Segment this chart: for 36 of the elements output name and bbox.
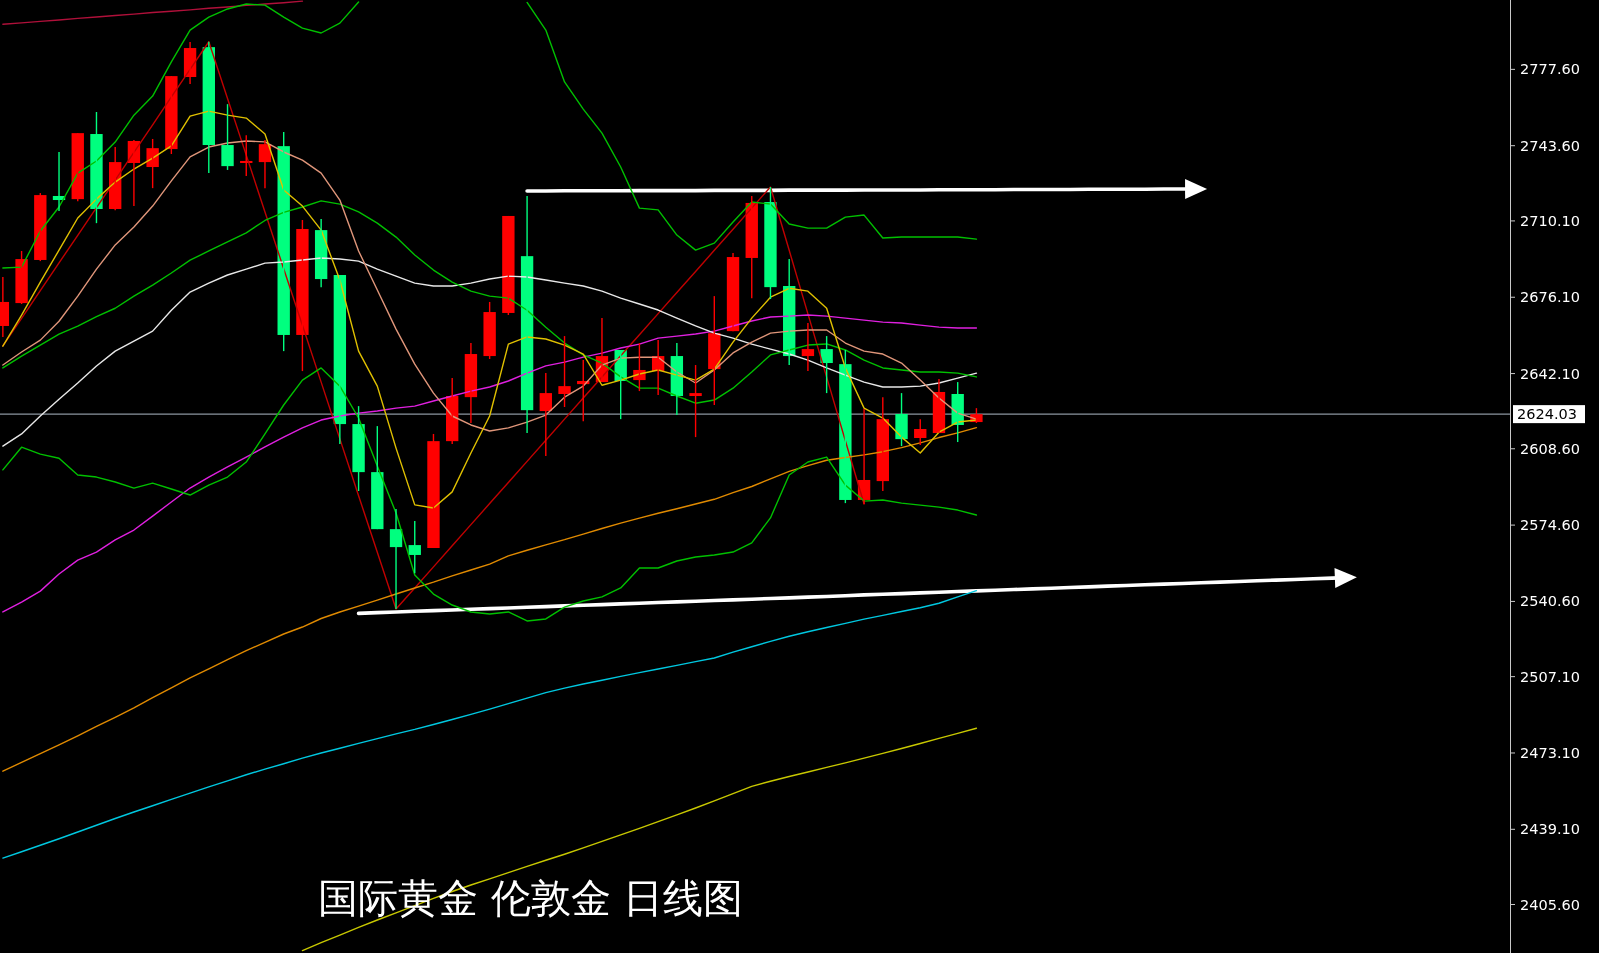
y-tick-label: 2642.10 <box>1520 365 1580 382</box>
candlestick <box>165 75 178 155</box>
y-tick-label: 2439.10 <box>1520 821 1580 838</box>
line-series <box>2 426 978 772</box>
y-tick-label: 2405.60 <box>1520 896 1580 913</box>
y-tick-label: 2574.60 <box>1520 517 1580 534</box>
candlestick <box>15 250 28 305</box>
line-series <box>2 257 978 447</box>
candlestick <box>820 335 833 394</box>
line-series <box>2 200 978 404</box>
y-tick-label: 2710.10 <box>1520 212 1580 229</box>
candlestick <box>689 364 702 438</box>
candlestick <box>352 405 365 492</box>
candlestick <box>483 301 496 360</box>
candlestick <box>558 335 571 408</box>
y-tick-label: 2507.10 <box>1520 668 1580 685</box>
line-series <box>2 589 978 859</box>
y-tick-label: 2777.60 <box>1520 61 1580 78</box>
y-tick-label: 2743.60 <box>1520 137 1580 154</box>
candlestick <box>895 392 908 447</box>
line-series <box>2 0 304 25</box>
ref-line-label: 2624.03 <box>1517 406 1577 423</box>
candlestick <box>764 186 777 300</box>
candlestick <box>296 219 309 372</box>
y-tick-label: 2473.10 <box>1520 744 1580 761</box>
y-tick-label: 2676.10 <box>1520 289 1580 306</box>
candlestick <box>502 215 515 316</box>
y-tick-label: 2540.60 <box>1520 593 1580 610</box>
line-series <box>2 314 978 613</box>
candlestick <box>90 111 103 224</box>
y-tick-label: 2608.60 <box>1520 440 1580 457</box>
candlestick <box>408 520 421 574</box>
candlestick <box>427 433 440 549</box>
line-series <box>2 367 978 622</box>
candlestick <box>221 103 234 171</box>
line-series <box>301 727 978 952</box>
